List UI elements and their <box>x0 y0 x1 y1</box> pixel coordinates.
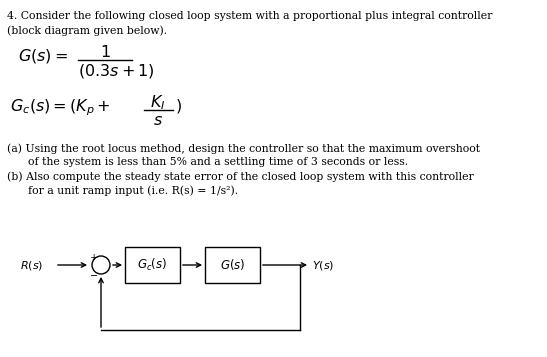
Text: $)$: $)$ <box>175 97 182 115</box>
Text: $s$: $s$ <box>153 112 163 129</box>
Text: (a) Using the root locus method, design the controller so that the maximum overs: (a) Using the root locus method, design … <box>7 143 480 154</box>
Text: $R(s)$: $R(s)$ <box>20 258 43 272</box>
Text: for a unit ramp input (i.e. R(s) = 1/s²).: for a unit ramp input (i.e. R(s) = 1/s²)… <box>7 185 238 196</box>
Bar <box>125 247 180 283</box>
Text: 4. Consider the following closed loop system with a proportional plus integral c: 4. Consider the following closed loop sy… <box>7 11 492 21</box>
Text: $K_I$: $K_I$ <box>150 93 166 112</box>
Text: (b) Also compute the steady state error of the closed loop system with this cont: (b) Also compute the steady state error … <box>7 171 474 182</box>
Text: $G(s) =$: $G(s) =$ <box>18 47 68 65</box>
Bar <box>205 247 260 283</box>
Text: (block diagram given below).: (block diagram given below). <box>7 25 167 36</box>
Text: of the system is less than 5% and a settling time of 3 seconds or less.: of the system is less than 5% and a sett… <box>7 157 408 167</box>
Text: +: + <box>90 253 98 262</box>
Text: $-$: $-$ <box>90 271 98 280</box>
Text: $G(s)$: $G(s)$ <box>220 257 245 272</box>
Text: $Y(s)$: $Y(s)$ <box>312 258 334 272</box>
Text: $G_c(s) = (K_p +$: $G_c(s) = (K_p +$ <box>10 97 110 117</box>
Text: $1$: $1$ <box>100 44 110 61</box>
Text: $(0.3s +1)$: $(0.3s +1)$ <box>78 62 155 80</box>
Text: $G_c(s)$: $G_c(s)$ <box>137 257 167 273</box>
